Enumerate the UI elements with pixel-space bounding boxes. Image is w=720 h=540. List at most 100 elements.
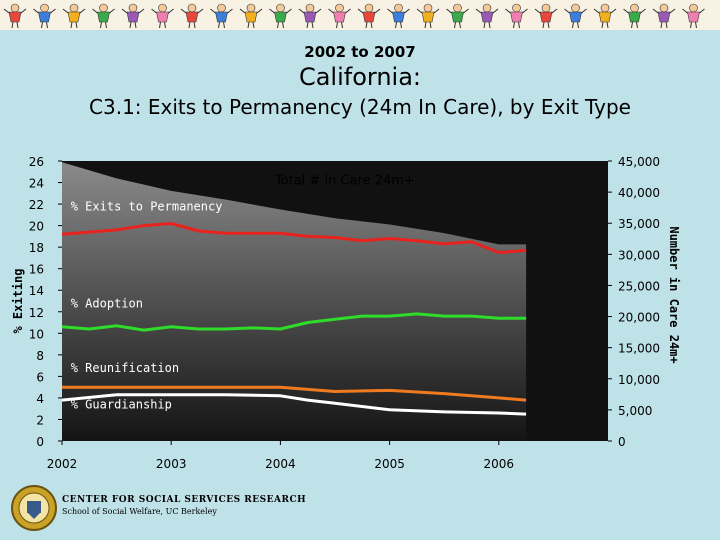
child-arm bbox=[138, 8, 145, 14]
child-body bbox=[628, 11, 641, 23]
y-axis-title: % Exiting bbox=[11, 268, 25, 333]
child-leg bbox=[188, 21, 191, 29]
series-label-guardianship: % Guardianship bbox=[71, 398, 172, 412]
child-arm bbox=[210, 8, 216, 14]
series-line-guardianship bbox=[61, 393, 527, 416]
child-leg bbox=[370, 21, 373, 29]
child-leg bbox=[400, 21, 402, 29]
area-total-in-care bbox=[62, 162, 527, 441]
child-head bbox=[689, 3, 698, 13]
child-leg bbox=[577, 21, 579, 29]
child-leg bbox=[282, 21, 284, 29]
x-tick-label: 2006 bbox=[484, 457, 515, 471]
child-leg bbox=[164, 21, 166, 29]
series-line-adoption bbox=[61, 312, 527, 332]
child-head bbox=[246, 3, 256, 13]
state-title: California: bbox=[298, 63, 422, 91]
child-arm bbox=[699, 8, 705, 14]
child-leg bbox=[429, 21, 432, 29]
child-head bbox=[600, 3, 610, 13]
child-leg bbox=[193, 21, 196, 29]
y2-tick-label: 5,000 bbox=[618, 404, 652, 418]
y2-tick-label: 40,000 bbox=[618, 186, 660, 200]
child-arm bbox=[180, 8, 187, 14]
university-seal-icon bbox=[11, 485, 57, 531]
child-arm bbox=[581, 8, 587, 14]
child-leg bbox=[75, 21, 78, 29]
series-label-reunification: % Reunification bbox=[71, 361, 179, 375]
child-leg bbox=[454, 21, 456, 29]
child-arm bbox=[640, 8, 646, 14]
y-tick-label: 26 bbox=[29, 155, 44, 169]
y-tick-label: 0 bbox=[36, 435, 44, 449]
y-tick-label: 18 bbox=[29, 241, 44, 255]
child-head bbox=[541, 3, 551, 13]
child-head bbox=[335, 3, 344, 13]
child-arm bbox=[357, 8, 364, 14]
y2-tick-label: 35,000 bbox=[618, 217, 660, 231]
child-arm bbox=[446, 8, 452, 14]
y-tick-label: 16 bbox=[29, 263, 44, 277]
child-arm bbox=[197, 8, 204, 14]
child-arm bbox=[121, 8, 128, 14]
y-tick-label: 12 bbox=[29, 306, 44, 320]
child-leg bbox=[129, 21, 132, 29]
child-leg bbox=[601, 21, 604, 29]
child-arm bbox=[682, 8, 688, 14]
child-arm bbox=[298, 8, 305, 14]
child-body bbox=[451, 11, 464, 23]
chart: Total # in Care 24m+ % Exits to Permanenc… bbox=[11, 155, 681, 471]
y-tick-label: 20 bbox=[29, 220, 44, 234]
child-head bbox=[305, 3, 315, 13]
child-arm bbox=[610, 8, 617, 14]
child-leg bbox=[547, 21, 550, 29]
child-leg bbox=[665, 21, 668, 29]
child-leg bbox=[306, 21, 309, 29]
child-leg bbox=[513, 21, 515, 29]
child-arm bbox=[328, 8, 334, 14]
child-leg bbox=[159, 21, 161, 29]
child-arm bbox=[151, 8, 157, 14]
child-leg bbox=[252, 21, 255, 29]
child-arm bbox=[463, 8, 469, 14]
child-body bbox=[539, 11, 553, 23]
child-arm bbox=[492, 8, 499, 14]
child-head bbox=[512, 3, 521, 13]
child-arm bbox=[315, 8, 322, 14]
y-tick-label: 6 bbox=[36, 370, 44, 384]
y2-tick-label: 25,000 bbox=[618, 279, 660, 293]
x-tick-label: 2002 bbox=[47, 457, 78, 471]
x-tick-label: 2003 bbox=[156, 457, 187, 471]
kids-banner bbox=[0, 0, 720, 30]
child-head bbox=[453, 3, 462, 13]
child-arm bbox=[416, 8, 423, 14]
child-arm bbox=[404, 8, 410, 14]
child-leg bbox=[365, 21, 368, 29]
child-body bbox=[274, 11, 287, 23]
child-head bbox=[40, 3, 49, 13]
child-leg bbox=[16, 21, 19, 29]
child-arm bbox=[50, 8, 56, 14]
child-leg bbox=[424, 21, 427, 29]
child-arm bbox=[269, 8, 275, 14]
child-leg bbox=[695, 21, 697, 29]
child-body bbox=[8, 11, 22, 23]
child-body bbox=[215, 11, 228, 23]
child-arm bbox=[593, 8, 600, 14]
child-leg bbox=[11, 21, 14, 29]
child-head bbox=[276, 3, 285, 13]
child-body bbox=[97, 11, 110, 23]
child-leg bbox=[572, 21, 574, 29]
x-tick-label: 2004 bbox=[265, 457, 296, 471]
child-arm bbox=[79, 8, 86, 14]
child-body bbox=[421, 11, 435, 23]
child-arm bbox=[433, 8, 440, 14]
child-head bbox=[659, 3, 669, 13]
child-leg bbox=[70, 21, 73, 29]
child-leg bbox=[660, 21, 663, 29]
child-body bbox=[244, 11, 258, 23]
org-name: CENTER FOR SOCIAL SERVICES RESEARCH bbox=[62, 495, 307, 505]
child-arm bbox=[227, 8, 233, 14]
child-leg bbox=[690, 21, 692, 29]
child-head bbox=[158, 3, 167, 13]
